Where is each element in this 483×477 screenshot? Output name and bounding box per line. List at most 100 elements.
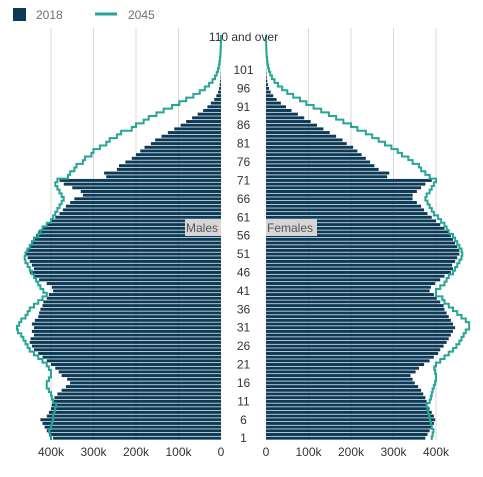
female-bar-age-81 <box>266 142 347 146</box>
female-bar-age-69 <box>266 186 422 190</box>
female-bar-age-90 <box>266 108 292 112</box>
male-bar-age-99 <box>220 75 221 79</box>
male-bar-age-89 <box>197 112 221 116</box>
female-bar-age-64 <box>266 204 422 208</box>
female-bar-age-66 <box>266 197 413 201</box>
age-tick-81: 81 <box>237 137 251 151</box>
female-bar-age-21 <box>266 363 425 367</box>
female-bar-age-38 <box>266 300 441 304</box>
male-bar-age-65 <box>70 201 221 205</box>
female-bar-age-63 <box>266 208 425 212</box>
x-tick-labels: 400k 300k 200k 100k 0 0 100k 200k 300k 400k <box>38 445 450 459</box>
line-2045-males <box>16 35 222 440</box>
male-bar-age-20 <box>55 366 221 370</box>
female-bar-age-61 <box>266 215 432 219</box>
female-bar-age-79 <box>266 149 358 153</box>
legend-2018-label: 2018 <box>36 8 63 22</box>
female-bar-age-3 <box>266 429 430 433</box>
age-tick-16: 16 <box>237 376 251 390</box>
female-bar-age-57 <box>266 230 449 234</box>
male-bar-age-50 <box>27 256 221 260</box>
female-bar-age-97 <box>266 83 268 87</box>
male-bar-age-56 <box>36 234 221 238</box>
female-bar-age-84 <box>266 131 330 135</box>
female-bar-age-47 <box>266 267 453 271</box>
male-bar-age-78 <box>136 153 221 157</box>
female-bar-age-13 <box>266 392 424 396</box>
age-tick-26: 26 <box>237 339 251 353</box>
male-bar-age-81 <box>150 142 221 146</box>
female-bar-age-41 <box>266 289 430 293</box>
male-bar-age-32 <box>31 322 221 326</box>
male-bar-age-19 <box>58 370 222 374</box>
female-bar-age-45 <box>266 274 445 278</box>
female-bar-age-19 <box>266 370 416 374</box>
male-bar-age-92 <box>210 101 221 105</box>
legend-2045-label: 2045 <box>128 8 155 22</box>
male-bar-age-90 <box>203 108 221 112</box>
female-bar-age-35 <box>266 311 447 315</box>
female-bar-age-22 <box>266 359 430 363</box>
male-bar-age-34 <box>38 315 221 319</box>
female-bar-age-43 <box>266 282 436 286</box>
male-bar-age-33 <box>34 318 221 322</box>
male-bar-age-27 <box>29 340 221 344</box>
female-bar-age-54 <box>266 241 456 245</box>
female-bar-age-93 <box>266 97 277 101</box>
male-bar-age-96 <box>219 86 221 90</box>
age-tick-11: 11 <box>237 394 250 408</box>
age-tick-110-and-over: 110 and over <box>209 30 278 44</box>
male-bar-age-86 <box>180 123 221 127</box>
female-bar-age-88 <box>266 116 305 120</box>
male-bar-age-51 <box>25 252 221 256</box>
male-bar-age-64 <box>65 204 221 208</box>
female-bar-age-29 <box>266 333 451 337</box>
female-bar-age-83 <box>266 134 337 138</box>
female-bar-age-67 <box>266 193 413 197</box>
female-bar-age-70 <box>266 182 426 186</box>
legend-2018-marker <box>13 8 26 21</box>
age-tick-91: 91 <box>237 100 251 114</box>
female-bar-age-9 <box>266 407 430 411</box>
male-bar-age-46 <box>29 270 221 274</box>
male-bar-age-70 <box>63 182 221 186</box>
age-tick-76: 76 <box>237 155 251 169</box>
age-tick-96: 96 <box>237 81 251 95</box>
bars-group <box>25 35 460 440</box>
female-bar-age-7 <box>266 414 434 418</box>
female-bar-age-50 <box>266 256 458 260</box>
x-tick-left-400k: 400k <box>38 445 65 459</box>
female-bar-age-40 <box>266 293 434 297</box>
male-bar-age-25 <box>34 348 221 352</box>
age-tick-21: 21 <box>237 358 251 372</box>
age-tick-36: 36 <box>237 302 251 316</box>
male-bar-age-21 <box>51 363 221 367</box>
male-bar-age-23 <box>42 355 221 359</box>
female-bar-age-42 <box>266 285 431 289</box>
female-bar-age-4 <box>266 425 432 429</box>
female-bar-age-52 <box>266 248 460 252</box>
female-bar-age-14 <box>266 388 422 392</box>
male-bar-age-79 <box>140 149 221 153</box>
age-tick-31: 31 <box>237 321 251 335</box>
female-bar-age-80 <box>266 145 354 149</box>
age-tick-56: 56 <box>237 229 251 243</box>
male-bar-age-62 <box>59 212 221 216</box>
female-bar-age-32 <box>266 322 453 326</box>
males-label: Males <box>186 221 218 235</box>
male-bar-age-80 <box>144 145 221 149</box>
female-bar-age-46 <box>266 270 451 274</box>
male-bar-age-37 <box>42 304 221 308</box>
female-bar-age-34 <box>266 315 449 319</box>
male-bar-age-73 <box>104 171 221 175</box>
female-bar-age-78 <box>266 153 362 157</box>
female-bar-age-95 <box>266 90 271 94</box>
female-bar-age-72 <box>266 175 388 179</box>
female-bar-age-71 <box>266 178 432 182</box>
female-bar-age-27 <box>266 340 447 344</box>
male-bar-age-44 <box>39 278 221 282</box>
x-tick-right-300k: 300k <box>380 445 407 459</box>
age-tick-71: 71 <box>237 173 251 187</box>
female-bar-age-55 <box>266 237 453 241</box>
male-bar-age-60 <box>51 219 221 223</box>
